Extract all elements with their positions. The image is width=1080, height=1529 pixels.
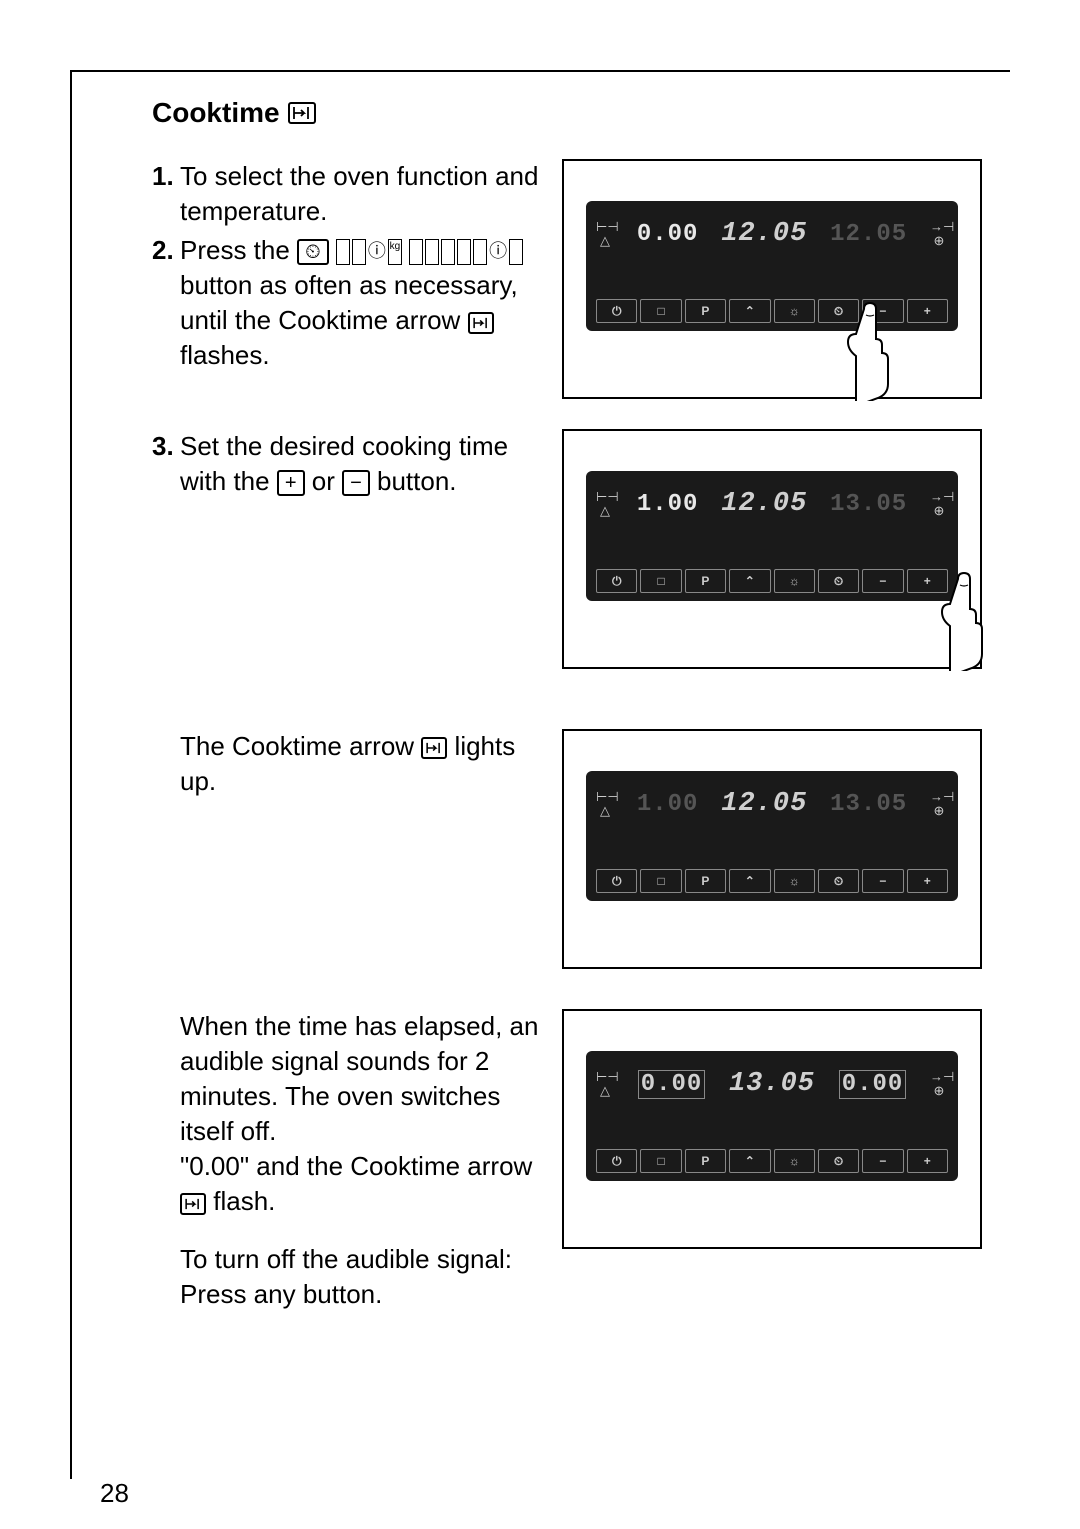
page-frame: Cooktime 1. To select the oven function … xyxy=(70,70,1010,1479)
para5a: When the time has elapsed, an audible si… xyxy=(180,1009,542,1149)
display-right: 0.00 xyxy=(840,1071,906,1098)
step-3-c: button. xyxy=(377,466,457,496)
display-mid: 12.05 xyxy=(721,789,807,819)
right-indicator-icon: →⊣⊕ xyxy=(930,1070,948,1098)
oven-button-3[interactable]: ⌃ xyxy=(729,1149,770,1173)
oven-button-3[interactable]: ⌃ xyxy=(729,869,770,893)
oven-button-1[interactable]: □ xyxy=(640,569,681,593)
oven-button-6[interactable]: − xyxy=(862,869,903,893)
left-indicator-icon: ⊢⊣△ xyxy=(596,220,614,248)
left-indicator-icon: ⊢⊣△ xyxy=(596,790,614,818)
minus-button-icon: − xyxy=(342,470,370,496)
diagram-2: ⊢⊣△1.0012.0513.05→⊣⊕⏻□P⌃☼⏲−+ xyxy=(562,429,982,669)
oven-button-2[interactable]: P xyxy=(685,299,726,323)
oven-button-0[interactable]: ⏻ xyxy=(596,1149,637,1173)
oven-button-4[interactable]: ☼ xyxy=(774,1149,815,1173)
cooktime-arrow-icon xyxy=(468,312,494,334)
step-3-b: or xyxy=(312,466,342,496)
step-2-num: 2. xyxy=(152,233,174,268)
oven-button-5[interactable]: ⏲ xyxy=(818,869,859,893)
oven-button-0[interactable]: ⏻ xyxy=(596,869,637,893)
display-left: 1.00 xyxy=(637,791,699,818)
oven-panel: ⊢⊣△ 0.00 13.05 0.00 →⊣⊕ ⏻□P⌃☼⏲−+ xyxy=(562,1009,982,1249)
oven-button-0[interactable]: ⏻ xyxy=(596,299,637,323)
oven-button-7[interactable]: + xyxy=(907,869,948,893)
left-indicator-icon: ⊢⊣△ xyxy=(596,1070,614,1098)
display-right: 12.05 xyxy=(830,221,907,248)
oven-button-4[interactable]: ☼ xyxy=(774,569,815,593)
oven-panel: ⊢⊣△0.0012.0512.05→⊣⊕⏻□P⌃☼⏲−+ xyxy=(562,159,982,399)
row-lightsup: The Cooktime arrow lights up. ⊢⊣△ 1.00 12.… xyxy=(152,729,980,969)
para5b: "0.00" and the Cooktime arrow flash. xyxy=(180,1149,542,1219)
oven-button-1[interactable]: □ xyxy=(640,1149,681,1173)
right-indicator-icon: →⊣⊕ xyxy=(930,790,948,818)
row-step3: 3. Set the desired cooking time with the… xyxy=(152,429,980,669)
row-step12: 1. To select the oven function and tempe… xyxy=(152,159,980,399)
right-indicator-icon: →⊣⊕ xyxy=(930,490,948,518)
glyph-strip-2: ⓘ xyxy=(409,239,523,265)
display-mid: 13.05 xyxy=(729,1069,815,1099)
display-right: 13.05 xyxy=(830,491,907,518)
text-step12: 1. To select the oven function and tempe… xyxy=(152,159,542,378)
glyph-strip-1: ⓘkg xyxy=(336,239,402,265)
para5b-b: flash. xyxy=(213,1186,275,1216)
para5b-a: "0.00" and the Cooktime arrow xyxy=(180,1151,532,1181)
oven-button-3[interactable]: ⌃ xyxy=(729,299,770,323)
oven-panel: ⊢⊣△1.0012.0513.05→⊣⊕⏻□P⌃☼⏲−+ xyxy=(562,429,982,669)
oven-button-4[interactable]: ☼ xyxy=(774,299,815,323)
display-left: 0.00 xyxy=(637,221,699,248)
row-elapsed: When the time has elapsed, an audible si… xyxy=(152,1009,980,1312)
display-mid: 12.05 xyxy=(721,489,807,519)
display-left: 1.00 xyxy=(637,491,699,518)
left-indicator-icon: ⊢⊣△ xyxy=(596,490,614,518)
oven-button-7[interactable]: + xyxy=(907,299,948,323)
cooktime-arrow-icon xyxy=(288,102,316,124)
step-2: 2. Press the ⏲ ⓘkg ⓘ button as often as … xyxy=(152,233,542,373)
oven-button-6[interactable]: − xyxy=(862,1149,903,1173)
oven-button-0[interactable]: ⏻ xyxy=(596,569,637,593)
oven-button-5[interactable]: ⏲ xyxy=(818,1149,859,1173)
display-left: 0.00 xyxy=(639,1071,705,1098)
oven-button-2[interactable]: P xyxy=(685,1149,726,1173)
step-3: 3. Set the desired cooking time with the… xyxy=(152,429,542,499)
cooktime-arrow-icon xyxy=(421,737,447,759)
step-2-c: flashes. xyxy=(180,340,270,370)
right-indicator-icon: →⊣⊕ xyxy=(930,220,948,248)
cooktime-arrow-icon xyxy=(180,1193,206,1215)
text-step3: 3. Set the desired cooking time with the… xyxy=(152,429,542,503)
step-2-a: Press the xyxy=(180,235,297,265)
oven-panel: ⊢⊣△ 1.00 12.05 13.05 →⊣⊕ ⏻□P⌃☼⏲−+ xyxy=(562,729,982,969)
section-title: Cooktime xyxy=(152,97,980,129)
pointing-finger-icon xyxy=(940,571,990,671)
pointing-finger-icon xyxy=(846,301,896,401)
diagram-3: ⊢⊣△ 1.00 12.05 13.05 →⊣⊕ ⏻□P⌃☼⏲−+ xyxy=(562,729,982,969)
oven-button-5[interactable]: ⏲ xyxy=(818,569,859,593)
page-number: 28 xyxy=(100,1478,129,1509)
display-right: 13.05 xyxy=(830,791,907,818)
oven-button-1[interactable]: □ xyxy=(640,869,681,893)
text-lightsup: The Cooktime arrow lights up. xyxy=(152,729,542,799)
oven-button-2[interactable]: P xyxy=(685,569,726,593)
oven-button-2[interactable]: P xyxy=(685,869,726,893)
oven-button-3[interactable]: ⌃ xyxy=(729,569,770,593)
step-1: 1. To select the oven function and tempe… xyxy=(152,159,542,229)
clock-selection-button-icon: ⏲ xyxy=(297,239,329,265)
diagram-1: ⊢⊣△0.0012.0512.05→⊣⊕⏻□P⌃☼⏲−+ xyxy=(562,159,982,399)
step-3-num: 3. xyxy=(152,429,174,464)
oven-button-1[interactable]: □ xyxy=(640,299,681,323)
title-text: Cooktime xyxy=(152,97,280,129)
oven-button-4[interactable]: ☼ xyxy=(774,869,815,893)
step-1-text: To select the oven function and temperat… xyxy=(180,161,538,226)
display-mid: 12.05 xyxy=(721,219,807,249)
para6: To turn off the audible signal: Press an… xyxy=(180,1242,542,1312)
oven-button-7[interactable]: + xyxy=(907,1149,948,1173)
text-elapsed: When the time has elapsed, an audible si… xyxy=(152,1009,542,1312)
diagram-4: ⊢⊣△ 0.00 13.05 0.00 →⊣⊕ ⏻□P⌃☼⏲−+ xyxy=(562,1009,982,1249)
line4-a: The Cooktime arrow xyxy=(180,731,421,761)
step-1-num: 1. xyxy=(152,159,174,194)
oven-button-6[interactable]: − xyxy=(862,569,903,593)
plus-button-icon: + xyxy=(277,470,305,496)
